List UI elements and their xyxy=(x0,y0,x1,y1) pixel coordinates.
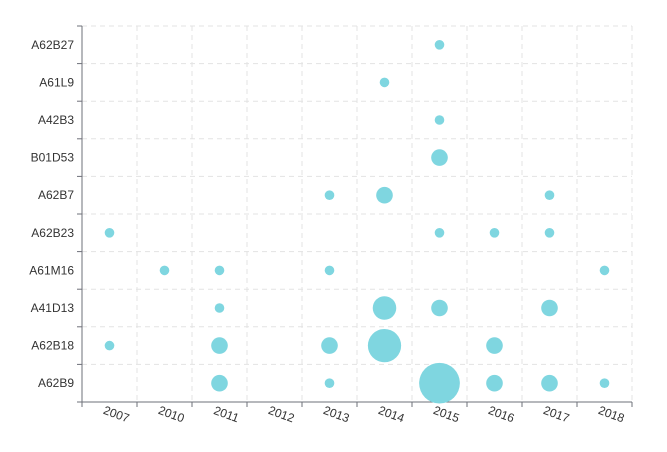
bubble-point xyxy=(431,299,448,317)
bubble-point xyxy=(211,374,228,392)
bubble-point xyxy=(104,228,115,238)
bubble-point xyxy=(376,186,393,204)
y-axis-label: A62B18 xyxy=(31,339,74,353)
bubble-point xyxy=(324,378,335,389)
bubble-point xyxy=(379,77,390,88)
bubble-point xyxy=(486,374,503,392)
axes xyxy=(77,25,633,407)
bubble-point xyxy=(434,115,445,125)
bubble-point xyxy=(211,337,228,354)
bubble-point xyxy=(214,265,225,276)
y-axis-label: B01D53 xyxy=(31,151,75,165)
bubble-point xyxy=(434,228,445,238)
bubble-point xyxy=(599,378,610,389)
x-axis-label: 2007 xyxy=(101,403,131,425)
x-axis-label: 2014 xyxy=(376,403,406,425)
x-axis-label: 2011 xyxy=(212,403,241,425)
grid xyxy=(82,25,633,402)
x-axis-label: 2018 xyxy=(596,403,626,425)
y-axis-label: A62B23 xyxy=(31,226,74,240)
y-axis-label: A61M16 xyxy=(29,263,74,277)
y-axis-label: A41D13 xyxy=(31,301,75,315)
bubble-point xyxy=(104,340,115,351)
bubble-point xyxy=(431,149,448,166)
bubble-point xyxy=(372,296,397,320)
x-axis-label: 2016 xyxy=(486,403,516,425)
bubble-point xyxy=(541,299,558,317)
bubble-point xyxy=(324,190,335,200)
y-axis-labels: A62B9 A62B18 A41D13 A61M16 A62B23 A62B7 B01D53… xyxy=(29,38,74,390)
bubble-point xyxy=(541,374,558,392)
x-axis-labels: 2007 2010 2011 2012 2013 2014 2015 2016 2017 2018 xyxy=(101,403,626,425)
bubble-point xyxy=(599,265,610,276)
bubble-point xyxy=(434,40,445,50)
x-axis-label: 2010 xyxy=(156,403,186,425)
y-axis-label: A62B9 xyxy=(38,376,74,390)
y-axis-label: A42B3 xyxy=(38,113,74,127)
bubble-point xyxy=(486,337,503,354)
bubble-point xyxy=(214,303,225,313)
bubble-point xyxy=(321,337,338,354)
bubbles xyxy=(104,40,610,404)
y-axis-label: A61L9 xyxy=(39,75,74,89)
x-axis-label: 2013 xyxy=(321,403,351,425)
bubble-point xyxy=(367,328,402,363)
bubble-point xyxy=(324,265,335,276)
y-axis-label: A62B7 xyxy=(38,188,74,202)
x-axis-label: 2017 xyxy=(541,403,571,425)
bubble-point xyxy=(489,228,500,238)
x-axis-label: 2012 xyxy=(266,403,296,425)
bubble-point xyxy=(544,190,555,200)
bubble-point xyxy=(419,362,460,404)
y-axis-label: A62B27 xyxy=(31,38,74,52)
bubble-point xyxy=(544,228,555,238)
bubble-point xyxy=(159,265,170,276)
x-axis-label: 2015 xyxy=(431,403,461,425)
